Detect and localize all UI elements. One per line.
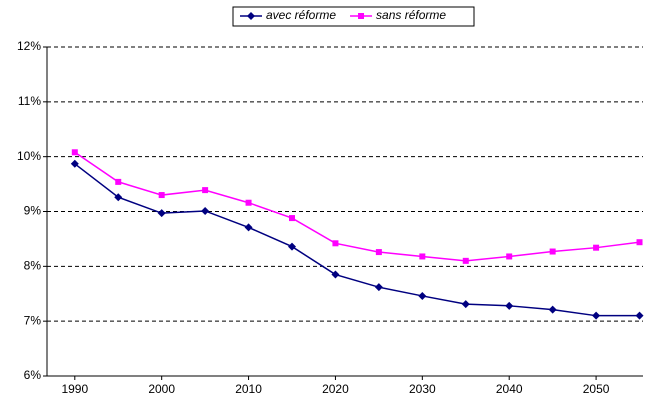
marker — [289, 215, 296, 222]
x-tick-label: 2030 — [409, 382, 436, 396]
marker — [332, 240, 339, 247]
marker — [244, 223, 253, 232]
x-tick-label: 2020 — [322, 382, 349, 396]
x-tick-label: 2050 — [583, 382, 610, 396]
marker — [548, 305, 557, 314]
marker — [202, 187, 209, 194]
x-tick-label: 2000 — [148, 382, 175, 396]
marker — [158, 192, 165, 199]
legend-marker — [358, 13, 365, 19]
marker — [593, 244, 600, 251]
x-tick-label: 1990 — [61, 382, 88, 396]
y-tick-label: 6% — [24, 368, 42, 382]
y-tick-label: 11% — [18, 94, 41, 108]
series-line — [74, 163, 640, 317]
marker — [374, 283, 383, 292]
marker — [245, 199, 252, 206]
marker — [157, 209, 166, 218]
series-line — [74, 151, 640, 262]
y-tick-label: 7% — [24, 313, 42, 327]
y-tick-label: 10% — [17, 149, 41, 163]
marker — [506, 253, 513, 260]
marker — [461, 300, 470, 309]
marker — [419, 253, 426, 260]
marker — [288, 242, 297, 251]
marker — [70, 159, 79, 168]
legend-label: avec réforme — [266, 8, 336, 22]
legend-label: sans réforme — [376, 8, 446, 22]
x-tick-label: 2040 — [496, 382, 523, 396]
marker — [418, 291, 427, 300]
marker — [635, 311, 644, 320]
marker — [375, 249, 382, 256]
x-tick-label: 2010 — [235, 382, 262, 396]
marker — [505, 301, 514, 310]
y-tick-label: 8% — [24, 259, 42, 273]
y-tick-label: 9% — [24, 204, 42, 218]
marker — [549, 248, 556, 255]
legend-marker — [247, 12, 255, 20]
marker — [462, 257, 469, 264]
marker — [331, 270, 340, 279]
marker — [592, 311, 601, 320]
marker — [114, 193, 123, 202]
marker — [71, 149, 78, 156]
marker — [636, 239, 643, 246]
y-tick-label: 12% — [17, 39, 41, 53]
marker — [115, 178, 122, 185]
marker — [201, 206, 210, 215]
